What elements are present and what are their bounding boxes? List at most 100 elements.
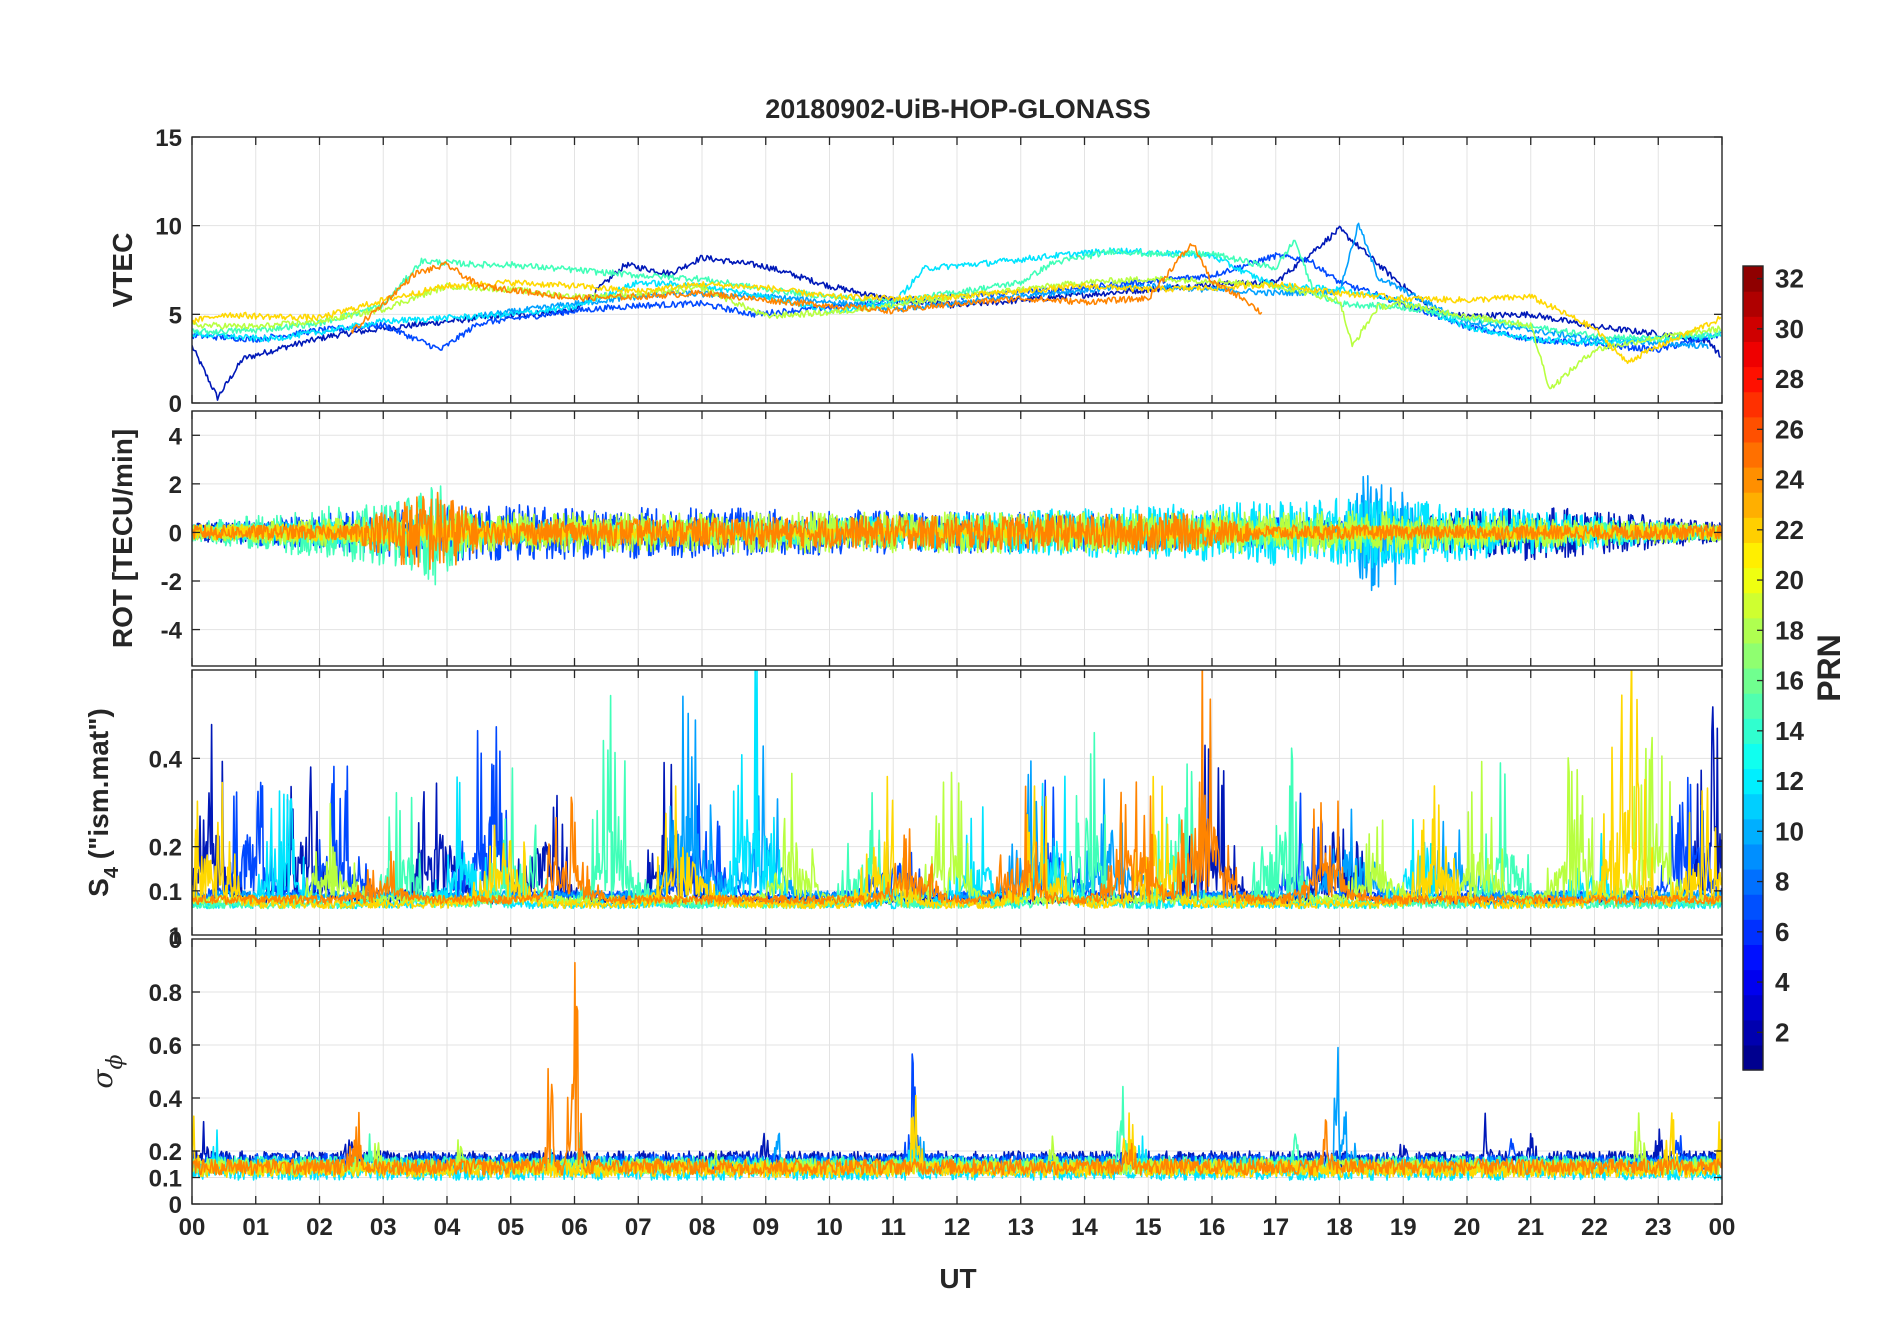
colorbar-segment (1743, 944, 1763, 971)
y-tick-label: 0.6 (149, 1033, 182, 1060)
colorbar-segment (1743, 718, 1763, 744)
y-tick-label: 0 (169, 1192, 182, 1219)
colorbar-segment (1743, 291, 1763, 317)
colorbar-tick-label: 24 (1775, 465, 1804, 495)
colorbar-segment (1743, 768, 1763, 795)
series-prn-21 (192, 279, 1722, 365)
colorbar-segment (1743, 743, 1763, 770)
colorbar-segment (1743, 316, 1763, 342)
colorbar-segment (1743, 467, 1763, 493)
y-tick-label: 10 (155, 214, 182, 241)
y-tick-label: 5 (169, 302, 182, 329)
colorbar-tick-label: 22 (1775, 515, 1804, 545)
series-prn-12 (192, 247, 1722, 346)
series-prn-23 (192, 491, 1722, 570)
y-tick-label: 2 (169, 472, 182, 499)
colorbar-tick-label: 10 (1775, 816, 1804, 846)
colorbar-tick-label: 6 (1775, 917, 1789, 947)
y-axis-label: S4 ("ism.mat") (83, 708, 123, 897)
colorbar-segment (1743, 366, 1763, 393)
x-tick-label: 07 (625, 1214, 652, 1241)
y-tick-label-extra: 0 (169, 927, 182, 954)
colorbar-tick-label: 30 (1775, 314, 1804, 344)
x-tick-label: 23 (1645, 1214, 1672, 1241)
colorbar-segment (1743, 592, 1763, 619)
x-tick-label: 10 (816, 1214, 843, 1241)
colorbar-segment (1743, 894, 1763, 920)
colorbar-segment (1743, 693, 1763, 719)
x-tick-label: 15 (1135, 1214, 1162, 1241)
panel-vtec: 0 5 10 15 VTEC (107, 125, 1723, 418)
colorbar-segment (1743, 266, 1763, 292)
x-tick-label: 12 (944, 1214, 971, 1241)
x-axis-label: UT (939, 1263, 976, 1294)
panel-rot: -4 -2 0 2 4 ROT [TECU/min] (107, 410, 1723, 667)
y-tick-label: 4 (169, 423, 183, 450)
colorbar-segment (1743, 416, 1763, 443)
y-tick-label: 0.8 (149, 980, 182, 1007)
colorbar-segment (1743, 617, 1763, 644)
chart-title: 20180902-UiB-HOP-GLONASS (765, 94, 1151, 124)
y-tick-label: 15 (155, 125, 182, 152)
colorbar-label: PRN (1811, 634, 1847, 702)
x-tick-label: 17 (1262, 1214, 1289, 1241)
colorbar-segment (1743, 1044, 1763, 1071)
series-group (192, 670, 1722, 910)
series-prn-23 (350, 243, 1263, 334)
colorbar-segment (1743, 517, 1763, 543)
x-tick-label: 09 (752, 1214, 779, 1241)
y-tick-label-extra: 1 (169, 923, 182, 950)
x-tick-label: 06 (561, 1214, 588, 1241)
colorbar-segment (1743, 441, 1763, 468)
y-axis-label: VTEC (107, 233, 138, 308)
x-tick-label: 03 (370, 1214, 397, 1241)
colorbar-segment (1743, 567, 1763, 594)
x-tick-label: 04 (434, 1214, 461, 1241)
y-tick-label: 0.4 (149, 746, 183, 773)
y-tick-label: -2 (161, 569, 182, 596)
colorbar-tick-label: 26 (1775, 414, 1804, 444)
colorbar-segment (1743, 969, 1763, 996)
colorbar-tick-label: 14 (1775, 716, 1804, 746)
colorbar-tick-label: 18 (1775, 615, 1804, 645)
colorbar-segment (1743, 642, 1763, 669)
x-tick-label: 22 (1581, 1214, 1608, 1241)
x-tick-label: 05 (497, 1214, 524, 1241)
colorbar-segment (1743, 818, 1763, 845)
x-tick-label: 00 (1709, 1214, 1736, 1241)
series-prn-15 (192, 239, 1722, 343)
x-tick-label: 20 (1454, 1214, 1481, 1241)
colorbar-segment (1743, 793, 1763, 820)
x-tick-label: 13 (1007, 1214, 1034, 1241)
series-group (192, 961, 1722, 1181)
colorbar-segment (1743, 919, 1763, 945)
y-tick-label: 0 (169, 391, 182, 418)
colorbar-tick-label: 20 (1775, 565, 1804, 595)
series-group (192, 222, 1722, 401)
colorbar-tick-label: 4 (1775, 967, 1790, 997)
colorbar-segment (1743, 492, 1763, 518)
colorbar-segment (1743, 341, 1763, 368)
colorbar-segment (1743, 1019, 1763, 1046)
x-tick-label: 19 (1390, 1214, 1417, 1241)
x-tick-label: 18 (1326, 1214, 1353, 1241)
x-tick-label: 01 (242, 1214, 269, 1241)
colorbar-segment (1743, 391, 1763, 418)
colorbar-segment (1743, 994, 1763, 1021)
colorbar-frame (1742, 265, 1764, 1071)
colorbar-segment (1743, 668, 1763, 694)
colorbar-tick-label: 8 (1775, 867, 1789, 897)
colorbar-tick-label: 32 (1775, 264, 1804, 294)
x-tick-label: 16 (1199, 1214, 1226, 1241)
x-tick-label: 02 (306, 1214, 333, 1241)
y-tick-label: 0.2 (149, 835, 182, 862)
series-prn-23 (192, 670, 1722, 905)
colorbar-segment (1743, 542, 1763, 569)
y-tick-label: 0.1 (149, 1166, 182, 1193)
series-group (192, 475, 1722, 592)
y-tick-label: 0.1 (149, 879, 182, 906)
x-tick-label: 11 (881, 1214, 906, 1241)
